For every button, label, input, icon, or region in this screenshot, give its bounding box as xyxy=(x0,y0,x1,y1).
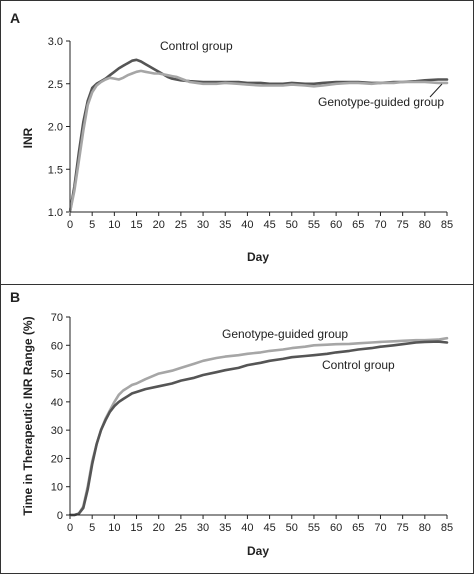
panel-b-ticks: 0 5 10 15 20 25 30 35 40 45 50 55 60 65 70 75 80 85 0 10 20 3… xyxy=(51,312,453,534)
panel-b-xtick-label: 75 xyxy=(397,522,409,534)
panel-a-xtick-label: 75 xyxy=(397,219,409,231)
panel-b-xlabel: Day xyxy=(247,544,269,558)
panel-a-series xyxy=(68,58,449,214)
panel-b-xtick-label: 0 xyxy=(67,522,73,534)
panel-a-label-pointer xyxy=(429,83,443,98)
panel-a-label-genotype: Genotype-guided group xyxy=(318,95,444,109)
panel-b: B 0 5 10 15 20 25 30 35 40 45 50 55 60 65 70 75 80 85 0 10 2… xyxy=(10,289,453,558)
panel-a-label-control: Control group xyxy=(160,39,233,53)
panel-b-xtick-label: 40 xyxy=(241,522,253,534)
panel-b-xtick-label: 80 xyxy=(419,522,431,534)
panel-b-xtick-label: 5 xyxy=(89,522,95,534)
panel-b-ytick-label: 0 xyxy=(57,510,63,522)
panel-b-ytick-label: 40 xyxy=(51,397,63,409)
panel-a-ticks: 0 5 10 15 20 25 30 35 40 45 50 55 60 65 70 75 80 85 1.0 1.5… xyxy=(48,36,453,231)
panel-b-series xyxy=(68,336,449,517)
panel-a-xtick-label: 15 xyxy=(130,219,142,231)
panel-b-xtick-label: 45 xyxy=(263,522,275,534)
panel-b-xtick-label: 50 xyxy=(286,522,298,534)
panel-b-ytick-label: 10 xyxy=(51,482,63,494)
panel-b-xtick-label: 35 xyxy=(219,522,231,534)
panel-b-xtick-label: 60 xyxy=(330,522,342,534)
panel-b-xtick-label: 20 xyxy=(153,522,165,534)
panel-b-xtick-label: 55 xyxy=(308,522,320,534)
panel-a-ytick-label: 2.5 xyxy=(48,79,63,91)
panel-a-xtick-label: 65 xyxy=(352,219,364,231)
panel-a-xtick-label: 40 xyxy=(241,219,253,231)
panel-b-ylabel: Time in Therapeutic INR Range (%) xyxy=(21,316,35,515)
panel-a-xtick-label: 50 xyxy=(286,219,298,231)
panel-a-xtick-label: 35 xyxy=(219,219,231,231)
panel-b-xtick-label: 25 xyxy=(175,522,187,534)
panel-b-ytick-label: 60 xyxy=(51,340,63,352)
panel-b-xtick-label: 30 xyxy=(197,522,209,534)
panel-b-ytick-label: 50 xyxy=(51,369,63,381)
panel-b-xtick-label: 70 xyxy=(374,522,386,534)
panel-b-ytick-label: 20 xyxy=(51,453,63,465)
panel-b-xtick-label: 10 xyxy=(108,522,120,534)
panel-b-ytick-label: 30 xyxy=(51,425,63,437)
panel-a-xtick-label: 85 xyxy=(441,219,453,231)
panel-a-xtick-label: 0 xyxy=(67,219,73,231)
panel-b-xtick-label: 65 xyxy=(352,522,364,534)
panel-a-ytick-label: 1.0 xyxy=(48,207,63,219)
panel-a-ytick-label: 3.0 xyxy=(48,36,63,48)
panel-a-xtick-label: 10 xyxy=(108,219,120,231)
panel-divider xyxy=(1,284,474,285)
panel-b-xtick-label: 15 xyxy=(130,522,142,534)
panel-a-xtick-label: 60 xyxy=(330,219,342,231)
panel-a-xlabel: Day xyxy=(247,250,269,264)
panel-a-xtick-label: 20 xyxy=(153,219,165,231)
panel-a-xtick-label: 80 xyxy=(419,219,431,231)
panel-a-ylabel: INR xyxy=(21,127,35,148)
panel-a-ytick-label: 2.0 xyxy=(48,122,63,134)
panel-b-label-genotype: Genotype-guided group xyxy=(222,327,348,341)
panel-b-letter: B xyxy=(10,289,20,305)
panel-a-line-genotype-guided-group xyxy=(68,69,449,214)
panel-a-xtick-label: 55 xyxy=(308,219,320,231)
panel-b-xtick-label: 85 xyxy=(441,522,453,534)
panel-b-label-control: Control group xyxy=(322,358,395,372)
panel-a-xtick-label: 70 xyxy=(374,219,386,231)
panel-a-xtick-label: 30 xyxy=(197,219,209,231)
panel-b-line-control-group xyxy=(68,340,449,517)
panel-a-xtick-label: 25 xyxy=(175,219,187,231)
panel-a-ytick-label: 1.5 xyxy=(48,164,63,176)
panel-b-ytick-label: 70 xyxy=(51,312,63,324)
panel-a: A 0 5 10 15 20 25 30 35 40 45 50 55 60 65 70 75 80 85 1.0 1… xyxy=(10,10,453,264)
panel-a-letter: A xyxy=(10,10,20,26)
panel-a-xtick-label: 5 xyxy=(89,219,95,231)
panel-a-xtick-label: 45 xyxy=(263,219,275,231)
